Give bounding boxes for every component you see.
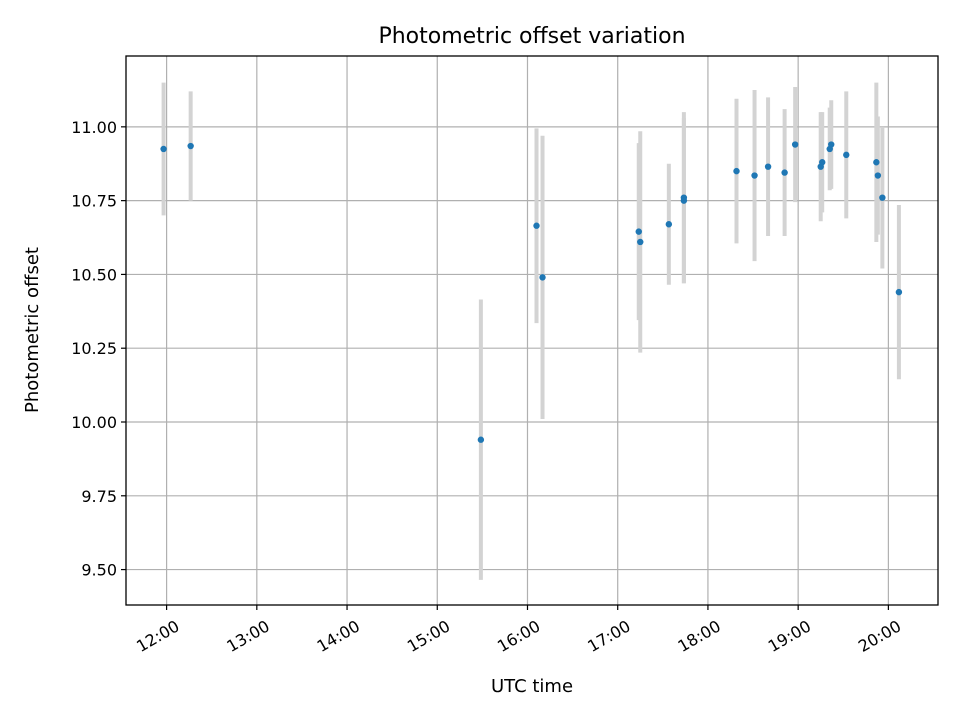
data-points [160,141,903,443]
error-bars [161,82,901,580]
x-tick-label: 16:00 [494,616,543,656]
data-point [873,159,880,166]
data-point [895,288,903,296]
x-tick-label: 13:00 [223,616,272,656]
data-point [791,141,799,148]
chart-title: Photometric offset variation [378,24,685,49]
y-tick-label: 10.75 [71,192,117,211]
x-tick-label: 18:00 [675,616,724,656]
data-point [781,169,788,176]
x-tick-label: 12:00 [133,616,182,656]
y-tick-label: 10.25 [71,339,117,358]
data-point [539,274,546,281]
data-point [828,141,835,148]
y-tick-label: 10.50 [71,265,117,284]
x-tick-label: 15:00 [404,616,453,656]
x-tick-label: 19:00 [765,616,814,656]
y-tick-label: 9.50 [81,561,117,580]
data-point [733,167,740,175]
data-point [477,436,485,443]
x-axis-ticks: 12:00 13:00 14:00 15:00 16:00 17:00 18:00 19:00… [133,605,904,656]
y-tick-label: 11.00 [71,118,117,137]
x-tick-label: 20:00 [855,616,904,656]
data-point [874,172,882,179]
x-axis-label: UTC time [491,676,573,697]
data-point [160,145,167,153]
data-point [764,163,772,170]
data-point [533,222,540,229]
x-tick-label: 14:00 [314,616,363,656]
x-tick-label: 17:00 [584,616,633,656]
data-point [751,172,758,179]
data-point [637,238,644,246]
data-point [843,151,850,159]
plot-frame [125,55,939,606]
y-tick-label: 10.00 [71,413,117,432]
y-axis-ticks: 9.50 9.75 10.00 10.25 10.50 10.75 11.00 [71,118,126,580]
grid [126,56,938,605]
data-point [635,228,642,235]
y-tick-label: 9.75 [81,487,117,506]
y-axis-label: Photometric offset [22,247,43,413]
data-point [680,197,688,204]
data-point [819,159,826,166]
data-point [665,221,673,228]
data-point [879,194,886,201]
data-point [187,142,194,150]
